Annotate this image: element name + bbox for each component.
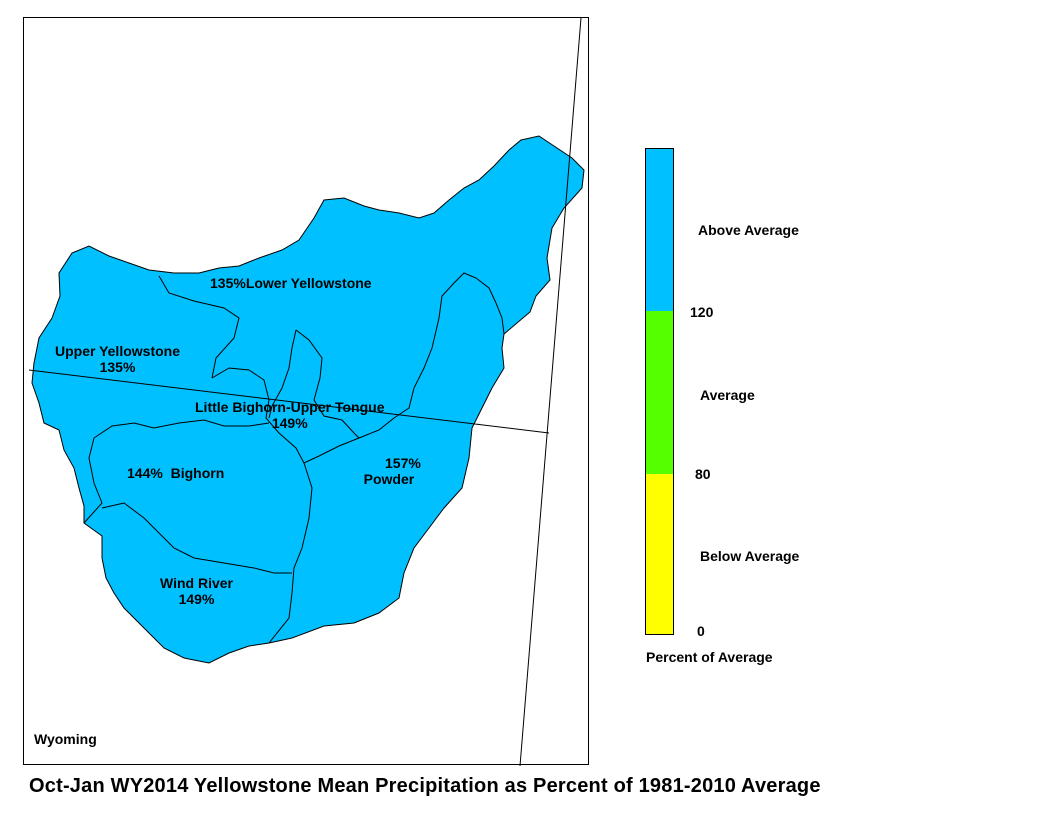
upper-yellowstone-percent: 135% <box>99 359 136 375</box>
little-bighorn-boundary <box>211 272 505 464</box>
wind-river-percent: 149% <box>178 591 215 607</box>
legend-above-label: Above Average <box>698 222 799 238</box>
legend-color-bar <box>645 148 674 635</box>
little-bighorn-percent: 149% <box>271 415 308 431</box>
lower-upper-yellowstone-boundary <box>158 275 240 379</box>
state-line-east <box>519 18 582 766</box>
state-boundaries <box>28 18 582 766</box>
upper-yellowstone-label: Upper Yellowstone 135% <box>55 343 180 375</box>
powder-percent: 157% <box>385 455 421 471</box>
little-bighorn-label: Little Bighorn-Upper Tongue 149% <box>195 399 385 431</box>
legend-below-swatch <box>646 474 673 634</box>
lower-yellowstone-name: Lower Yellowstone <box>245 275 372 291</box>
tongue-internal-boundary <box>295 329 360 439</box>
legend-above-swatch <box>646 149 673 311</box>
lower-yellowstone-label: 135%Lower Yellowstone <box>210 275 372 291</box>
yellowstone-basin-region[interactable] <box>31 135 585 664</box>
state-label: Wyoming <box>34 731 97 747</box>
map-title: Oct-Jan WY2014 Yellowstone Mean Precipit… <box>29 775 821 797</box>
map-frame: 135%Lower Yellowstone Upper Yellowstone … <box>23 17 589 766</box>
legend-average-swatch <box>646 311 673 474</box>
legend-title: Percent of Average <box>646 649 773 665</box>
legend-tick-0: 0 <box>697 623 705 639</box>
bighorn-label: 144% Bighorn <box>127 465 224 481</box>
state-line-north <box>28 369 550 434</box>
upper-yellowstone-name: Upper Yellowstone <box>55 343 180 359</box>
little-bighorn-name: Little Bighorn-Upper Tongue <box>195 399 385 415</box>
wind-river-label: Wind River 149% <box>160 575 233 607</box>
legend-tick-80: 80 <box>695 466 711 482</box>
legend-tick-120: 120 <box>690 304 714 320</box>
lower-yellowstone-percent: 135% <box>210 275 246 291</box>
wind-river-name: Wind River <box>160 575 233 591</box>
bighorn-north-boundary <box>83 419 270 524</box>
bighorn-name: Bighorn <box>170 465 225 481</box>
legend-below-label: Below Average <box>700 548 800 564</box>
legend-average-label: Average <box>700 387 755 403</box>
powder-name: Powder <box>363 471 415 487</box>
map-canvas <box>28 18 585 766</box>
bighorn-wind-boundary <box>101 502 292 574</box>
tongue-west-boundary <box>268 329 297 419</box>
subbasin-boundaries <box>83 272 505 644</box>
bighorn-percent: 144% <box>127 465 163 481</box>
bighorn-powder-boundary <box>268 462 313 644</box>
powder-label: 157% Powder <box>357 455 421 487</box>
